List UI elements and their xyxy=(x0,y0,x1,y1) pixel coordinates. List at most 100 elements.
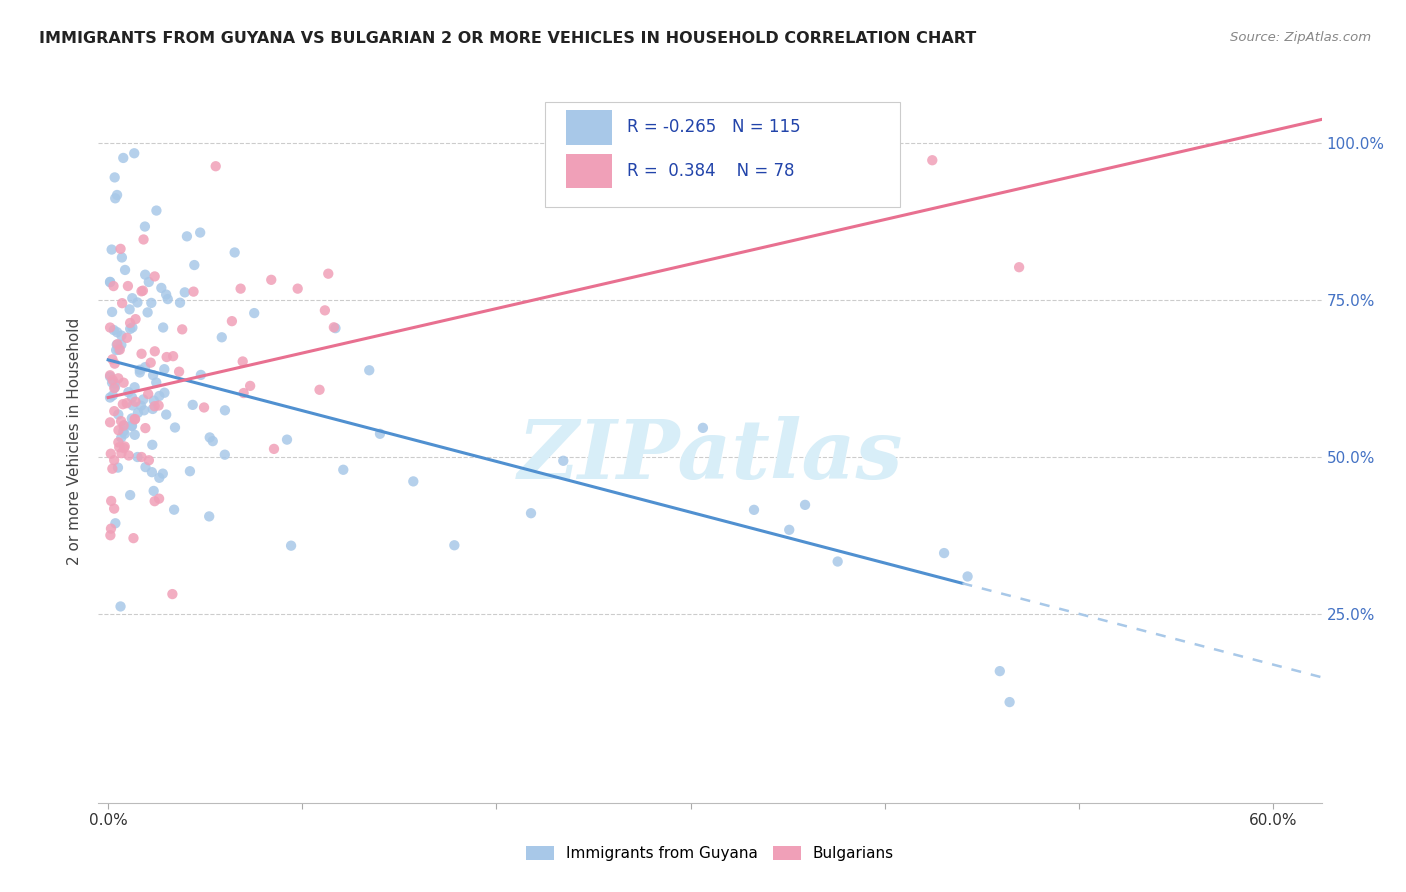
Point xyxy=(260,273,283,287)
Point xyxy=(100,447,122,461)
Point xyxy=(124,380,146,394)
Point xyxy=(124,412,146,426)
Point xyxy=(107,435,129,450)
Point xyxy=(443,538,465,552)
Point xyxy=(368,426,391,441)
Point xyxy=(139,356,162,370)
Point xyxy=(104,170,127,185)
Point xyxy=(103,453,125,467)
Point xyxy=(692,421,714,435)
Point xyxy=(156,292,179,306)
Point xyxy=(108,343,131,357)
Point xyxy=(105,337,128,351)
Point xyxy=(232,354,254,368)
Point xyxy=(132,232,155,246)
Point xyxy=(214,448,236,462)
Point xyxy=(103,381,125,395)
Point xyxy=(110,431,132,445)
Point xyxy=(104,380,127,394)
Point xyxy=(214,403,236,417)
Point xyxy=(100,528,122,542)
Point xyxy=(121,411,143,425)
Point xyxy=(153,385,176,400)
Point xyxy=(167,365,190,379)
Point xyxy=(402,475,425,489)
Point xyxy=(98,320,121,334)
Point xyxy=(111,251,134,265)
Point xyxy=(143,269,166,284)
Point xyxy=(221,314,243,328)
Point xyxy=(287,282,309,296)
Text: ZIPatlas: ZIPatlas xyxy=(517,416,903,496)
Point xyxy=(122,531,145,545)
Point xyxy=(145,376,167,390)
Point xyxy=(243,306,266,320)
Point xyxy=(111,397,134,411)
Point xyxy=(107,343,129,357)
Text: IMMIGRANTS FROM GUYANA VS BULGARIAN 2 OR MORE VEHICLES IN HOUSEHOLD CORRELATION : IMMIGRANTS FROM GUYANA VS BULGARIAN 2 OR… xyxy=(39,31,977,46)
Point xyxy=(181,398,204,412)
Point xyxy=(131,347,153,361)
Point xyxy=(110,599,132,614)
Point xyxy=(108,440,131,454)
Point xyxy=(110,338,132,352)
Point xyxy=(128,366,150,380)
Point xyxy=(104,516,127,531)
Point xyxy=(111,296,134,310)
Text: Source: ZipAtlas.com: Source: ZipAtlas.com xyxy=(1230,31,1371,45)
Point xyxy=(104,191,127,205)
Point xyxy=(115,331,138,345)
Point xyxy=(162,587,184,601)
Point xyxy=(114,426,136,441)
Point xyxy=(122,146,145,161)
Point xyxy=(103,279,125,293)
Point xyxy=(553,454,575,468)
Point xyxy=(121,390,143,404)
Point xyxy=(176,229,198,244)
Point xyxy=(153,362,176,376)
Point xyxy=(280,539,302,553)
Point xyxy=(112,418,135,433)
Point xyxy=(224,245,246,260)
Point xyxy=(101,373,124,387)
Point xyxy=(103,323,125,337)
Point xyxy=(120,488,142,502)
Point xyxy=(120,316,142,330)
Point xyxy=(239,379,262,393)
Point xyxy=(921,153,943,168)
Point xyxy=(148,471,170,485)
Point xyxy=(103,404,125,418)
Point xyxy=(98,391,121,405)
Point xyxy=(794,498,817,512)
Point xyxy=(172,322,194,336)
Point xyxy=(110,446,132,460)
Point xyxy=(150,281,173,295)
Point xyxy=(101,305,124,319)
Point xyxy=(143,399,166,413)
Point xyxy=(98,369,121,384)
Point xyxy=(134,219,156,234)
Point xyxy=(121,418,143,433)
Point xyxy=(1008,260,1031,275)
Point xyxy=(105,188,128,202)
Point xyxy=(142,483,165,498)
Point xyxy=(101,388,124,402)
Point xyxy=(110,328,132,343)
Point xyxy=(138,275,160,289)
Point xyxy=(827,555,849,569)
Point xyxy=(120,322,142,336)
Point xyxy=(148,491,170,506)
Point xyxy=(112,151,135,165)
Point xyxy=(128,363,150,377)
Point xyxy=(163,502,186,516)
Point xyxy=(134,268,156,282)
Point xyxy=(107,371,129,385)
Point xyxy=(998,695,1021,709)
Point xyxy=(145,203,167,218)
Text: R =  0.384    N = 78: R = 0.384 N = 78 xyxy=(627,162,794,180)
Point xyxy=(136,387,159,401)
Point xyxy=(173,285,195,300)
Point xyxy=(115,396,138,410)
Point xyxy=(117,279,139,293)
Legend: Immigrants from Guyana, Bulgarians: Immigrants from Guyana, Bulgarians xyxy=(520,840,900,867)
